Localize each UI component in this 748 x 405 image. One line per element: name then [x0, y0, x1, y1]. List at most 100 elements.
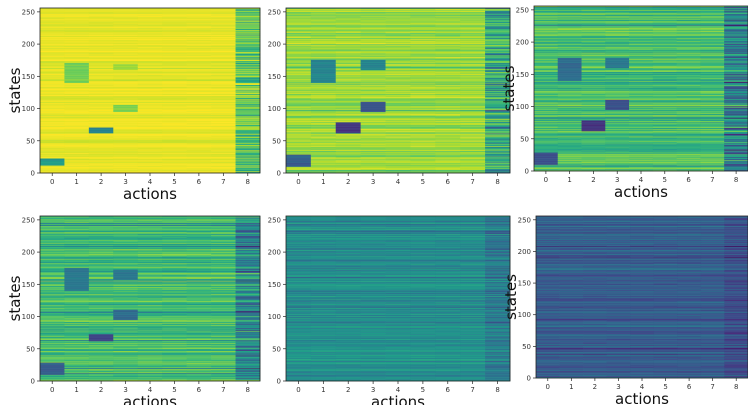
heatmap-cell: [385, 37, 411, 39]
heatmap-cell: [137, 87, 163, 89]
heatmap-cell: [40, 80, 65, 82]
heatmap-cell: [460, 24, 486, 26]
heatmap-cell: [335, 12, 361, 14]
heatmap-cell: [435, 27, 461, 29]
heatmap-cell: [310, 11, 337, 13]
heatmap-cell: [64, 17, 90, 19]
heatmap-cell: [235, 34, 261, 36]
heatmap-cell: [186, 17, 212, 19]
heatmap-cell: [186, 154, 212, 156]
heatmap-cell: [435, 157, 461, 159]
heatmap-cell: [64, 11, 90, 13]
heatmap-cell: [88, 127, 114, 129]
heatmap-cell: [286, 105, 312, 107]
heatmap-cell: [310, 170, 337, 172]
heatmap-cell: [557, 156, 582, 158]
heatmap-cell: [113, 154, 139, 156]
heatmap-cell: [88, 24, 114, 26]
heatmap-cell: [385, 20, 411, 22]
heatmap-cell: [410, 46, 436, 47]
heatmap-cell: [485, 65, 511, 67]
heatmap-cell: [385, 166, 411, 168]
heatmap-cell: [286, 42, 312, 44]
heatmap-cell: [88, 89, 114, 91]
heatmap-cell: [137, 45, 163, 47]
heatmap-cell: [286, 160, 312, 162]
heatmap-cell: [335, 15, 361, 17]
heatmap-cell: [485, 171, 511, 173]
heatmap-cell: [360, 75, 386, 76]
heatmap-cell: [460, 28, 486, 30]
heatmap-cell: [88, 57, 114, 59]
heatmap-cell: [211, 110, 236, 112]
heatmap-cell: [410, 114, 436, 116]
heatmap-cell: [113, 45, 139, 47]
heatmap-cell: [360, 120, 386, 122]
heatmap-cell: [385, 90, 411, 92]
heatmap-cell: [460, 168, 486, 170]
heatmap-cell: [385, 154, 411, 156]
heatmap-cell: [485, 114, 511, 116]
heatmap-cell: [534, 137, 559, 139]
heatmap-cell: [485, 66, 511, 67]
heatmap-cell: [286, 148, 312, 150]
heatmap-cell: [113, 113, 139, 114]
heatmap-cell: [40, 109, 65, 111]
heatmap-cell: [410, 22, 436, 24]
heatmap-cell: [435, 106, 461, 108]
heatmap-cell: [113, 29, 139, 31]
heatmap-cell: [64, 128, 90, 130]
heatmap-cell: [534, 8, 559, 10]
heatmap-cell: [64, 119, 90, 121]
heatmap-cell: [137, 25, 163, 27]
heatmap-cell: [40, 162, 65, 164]
heatmap-cell: [88, 17, 114, 18]
heatmap-cell: [435, 137, 461, 139]
heatmap-cell: [286, 98, 312, 100]
heatmap-cell: [385, 48, 411, 50]
heatmap-cell: [534, 118, 559, 120]
heatmap-cell: [485, 115, 511, 117]
heatmap-cell: [186, 73, 212, 75]
heatmap-cell: [310, 166, 337, 168]
heatmap-cell: [64, 17, 90, 18]
heatmap-cell: [435, 93, 461, 95]
heatmap-cell: [113, 66, 139, 68]
heatmap-cell: [286, 62, 312, 64]
heatmap-cell: [534, 154, 559, 156]
heatmap-cell: [64, 33, 90, 35]
heatmap-cell: [211, 15, 236, 17]
heatmap-cell: [40, 87, 65, 89]
heatmap-cell: [162, 153, 187, 154]
heatmap-cell: [137, 97, 163, 99]
heatmap-cell: [286, 31, 312, 33]
heatmap-cell: [64, 120, 90, 122]
heatmap-cell: [310, 98, 337, 100]
heatmap-cell: [310, 129, 337, 131]
heatmap-cell: [40, 29, 65, 31]
heatmap-cell: [113, 130, 139, 132]
heatmap-cell: [64, 29, 90, 31]
heatmap-cell: [40, 74, 65, 76]
heatmap-cell: [485, 46, 511, 47]
heatmap-cell: [186, 8, 212, 10]
heatmap-cell: [162, 19, 187, 21]
heatmap-cell: [534, 15, 559, 17]
heatmap-cell: [286, 169, 312, 171]
heatmap-cell: [40, 160, 65, 162]
heatmap-cell: [162, 115, 187, 117]
heatmap-cell: [64, 138, 90, 140]
heatmap-cell: [64, 66, 90, 68]
heatmap-cell: [286, 58, 312, 60]
heatmap-cell: [64, 37, 90, 39]
heatmap-cell: [113, 97, 139, 99]
heatmap-cell: [88, 27, 114, 29]
heatmap-cell: [360, 17, 386, 18]
heatmap-cell: [310, 165, 337, 167]
heatmap-cell: [88, 76, 114, 78]
heatmap-cell: [335, 126, 361, 128]
heatmap-cell: [410, 134, 436, 136]
heatmap-cell: [88, 132, 114, 134]
heatmap-cell: [385, 89, 411, 91]
